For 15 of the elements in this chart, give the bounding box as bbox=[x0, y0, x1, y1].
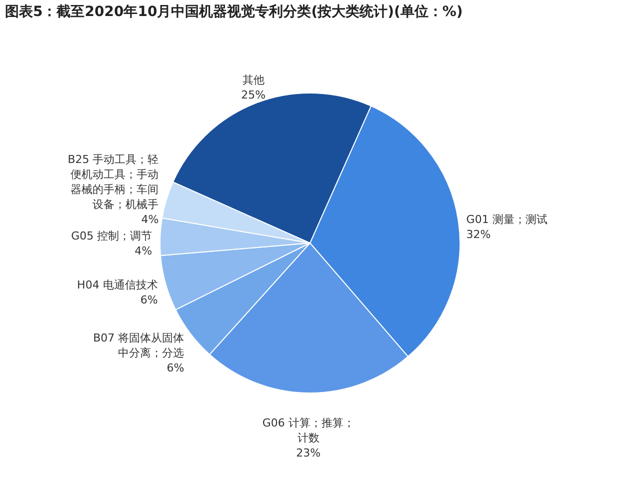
slice-label: B07 将固体从固体中分离；分选 bbox=[93, 332, 184, 360]
data-label: 32% bbox=[466, 228, 491, 241]
data-label: 23% bbox=[296, 446, 321, 460]
slice-label: G05 控制；调节 bbox=[71, 229, 152, 242]
slice-label: G01 测量；测试 bbox=[466, 212, 548, 226]
data-label: 25% bbox=[241, 88, 266, 102]
slice-label: H04 电通信技术 bbox=[77, 278, 158, 292]
data-label: 6% bbox=[140, 293, 158, 306]
slice-label: G06 计算；推算；计数 bbox=[262, 416, 354, 444]
slice-label: 其他 bbox=[242, 73, 264, 86]
chart-title: 图表5：截至2020年10月中国机器视觉专利分类(按大类统计)(单位：%) bbox=[5, 3, 463, 20]
data-label: 4% bbox=[134, 244, 152, 258]
data-label: 4% bbox=[141, 212, 159, 226]
data-label: 6% bbox=[166, 362, 184, 375]
slice-label: B25 手动工具；轻便机动工具；手动器械的手柄；车间设备；机械手 bbox=[68, 152, 159, 211]
